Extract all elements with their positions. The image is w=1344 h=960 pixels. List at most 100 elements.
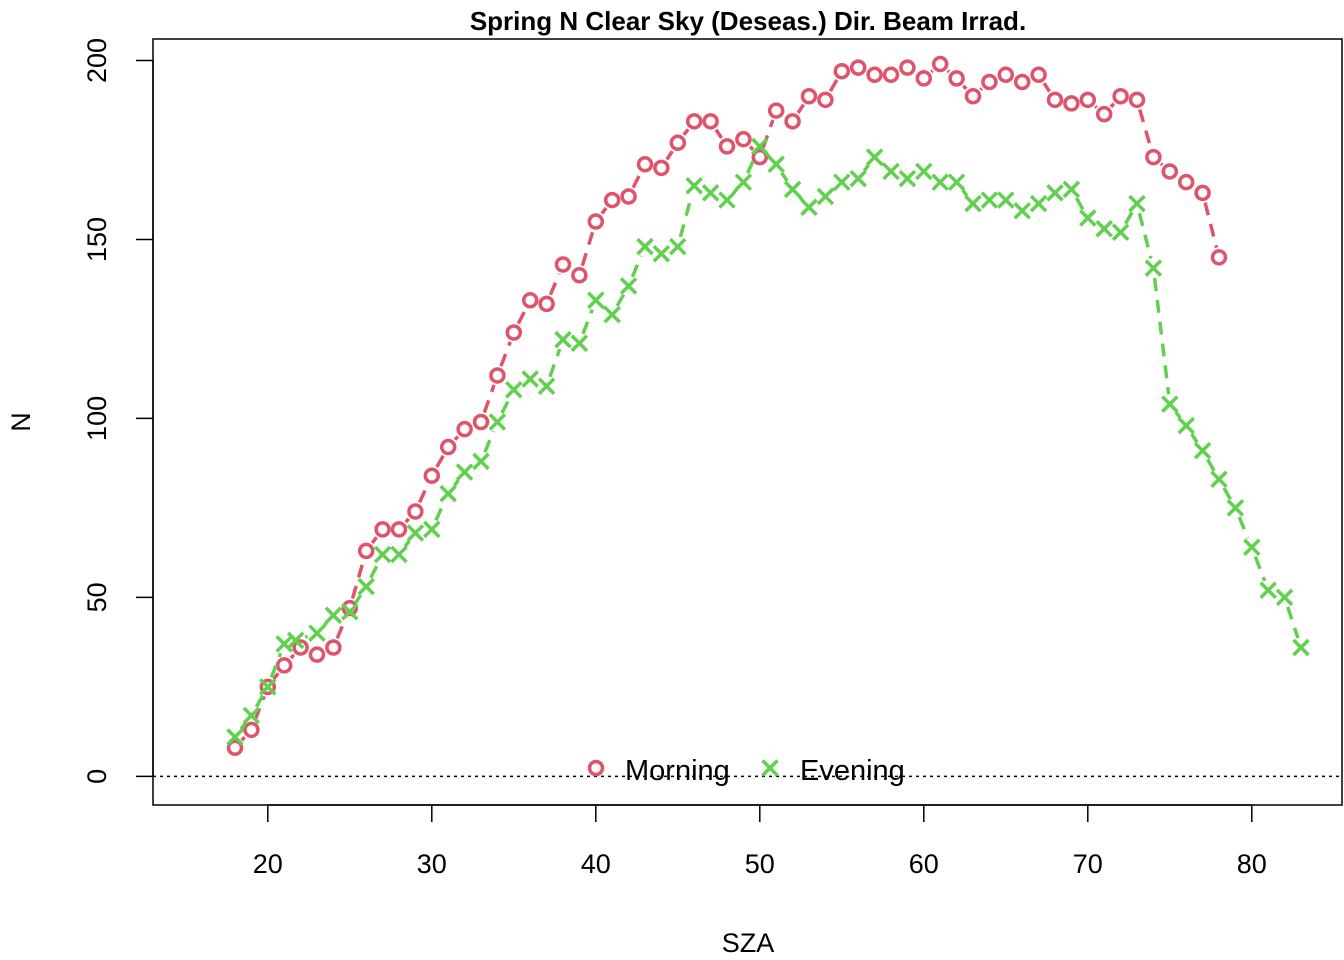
line-segment	[516, 308, 528, 325]
data-point	[685, 177, 703, 195]
data-point	[1079, 209, 1097, 227]
data-point	[259, 678, 277, 696]
data-point	[833, 173, 851, 191]
line-segment	[254, 694, 265, 708]
line-segment	[403, 539, 411, 548]
line-segment	[434, 501, 446, 522]
line-segment	[1074, 197, 1085, 211]
data-point	[1161, 395, 1179, 413]
data-point	[964, 194, 982, 213]
data-point	[734, 173, 753, 191]
data-point	[1210, 249, 1228, 266]
data-point	[997, 191, 1015, 209]
line-segment	[930, 69, 934, 74]
data-point	[865, 148, 884, 166]
line-segment	[239, 722, 247, 731]
data-point	[931, 55, 949, 73]
line-segment	[272, 672, 280, 680]
line-segment	[765, 152, 771, 159]
y-tick-label: 150	[82, 217, 112, 262]
line-segment	[1137, 212, 1153, 259]
x-tick-label: 80	[1237, 849, 1267, 879]
data-point	[341, 599, 359, 617]
line-segment	[1253, 555, 1267, 582]
data-point	[1062, 180, 1081, 199]
data-point	[423, 467, 441, 484]
data-point	[1029, 194, 1048, 213]
line-segment	[796, 103, 805, 114]
data-point	[308, 624, 326, 642]
y-axis-label: N	[6, 412, 36, 432]
data-point	[997, 66, 1015, 84]
line-segment	[404, 517, 410, 524]
y-tick-label: 50	[82, 582, 112, 612]
data-point	[275, 635, 293, 653]
line-segment	[1174, 410, 1182, 419]
data-point	[669, 134, 687, 152]
data-point	[1210, 470, 1228, 489]
line-segment	[369, 562, 380, 579]
line-segment	[289, 653, 296, 660]
series-evening	[226, 137, 1310, 746]
data-point	[849, 59, 867, 76]
data-point	[439, 484, 457, 503]
data-point	[882, 66, 900, 84]
data-point	[1243, 538, 1261, 557]
data-point	[800, 198, 818, 216]
line-segment	[1222, 487, 1232, 501]
line-segment	[678, 194, 694, 238]
data-point	[784, 113, 801, 130]
data-point	[1226, 499, 1245, 517]
legend-marker-evening-symbol	[761, 759, 779, 777]
data-point	[718, 191, 736, 209]
data-point	[751, 148, 769, 166]
data-point	[390, 521, 408, 538]
data-point	[767, 102, 785, 119]
data-point	[1177, 173, 1195, 191]
line-segment	[304, 634, 309, 639]
data-point	[669, 237, 687, 256]
line-segment	[600, 206, 608, 215]
x-tick-label: 40	[581, 849, 611, 879]
line-segment	[322, 621, 328, 627]
data-point	[1128, 194, 1146, 213]
series-morning	[226, 55, 1228, 756]
plot-area	[153, 55, 1342, 778]
data-point	[259, 678, 277, 696]
x-axis-label: SZA	[722, 928, 775, 958]
line-segment	[580, 230, 595, 267]
line-segment	[665, 150, 674, 161]
legend-marker-evening	[761, 759, 779, 777]
data-point	[948, 70, 965, 87]
data-point	[603, 191, 621, 209]
line-segment	[946, 69, 951, 74]
line-segment	[253, 695, 266, 722]
line-segment	[1152, 277, 1171, 395]
data-point	[324, 606, 343, 625]
line-segment	[748, 145, 755, 151]
data-point	[374, 521, 391, 538]
data-point	[1128, 91, 1146, 109]
line-segment	[732, 188, 738, 194]
line-segment	[630, 255, 643, 278]
line-segment	[353, 594, 363, 605]
line-segment	[682, 128, 690, 136]
data-point	[735, 130, 752, 148]
data-point	[537, 377, 556, 395]
data-point	[1145, 148, 1162, 166]
data-point	[833, 62, 851, 80]
x-tick-label: 50	[745, 849, 775, 879]
data-point	[1046, 184, 1064, 202]
data-point	[1095, 219, 1113, 238]
line-segment	[714, 128, 723, 139]
data-point	[275, 657, 293, 674]
legend-label-evening: Evening	[800, 755, 905, 787]
y-tick-label: 100	[82, 396, 112, 441]
line-segment	[1042, 82, 1051, 93]
data-point	[242, 706, 261, 725]
line-segment	[1109, 102, 1116, 108]
line-segment	[1190, 432, 1199, 444]
data-point	[1275, 588, 1294, 607]
line-segment	[335, 616, 348, 639]
